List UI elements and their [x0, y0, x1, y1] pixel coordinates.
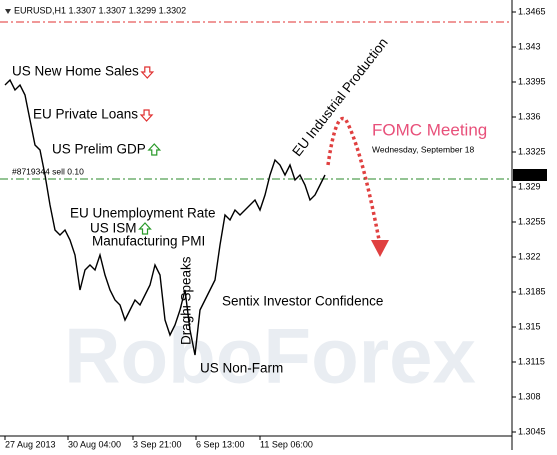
y-tick-label: 1.3465: [518, 6, 546, 16]
annotation: Manufacturing PMI: [92, 234, 205, 249]
y-tick-label: 1.322: [518, 251, 541, 261]
event-subtitle: Wednesday, September 18: [372, 144, 474, 154]
watermark: RoboForex: [64, 312, 476, 400]
event-title: FOMC Meeting: [372, 120, 487, 139]
annotation: EU Unemployment Rate: [70, 206, 216, 221]
y-tick-label: 1.3395: [518, 76, 546, 86]
y-tick-label: 1.3255: [518, 216, 546, 226]
annotation: US Non-Farm: [200, 361, 283, 376]
annotation: Sentix Investor Confidence: [222, 294, 383, 309]
x-tick-label: 6 Sep 13:00: [196, 439, 245, 449]
annotation: US ISM: [90, 221, 137, 236]
header-icon: [5, 9, 11, 14]
annotation-arrow: [147, 143, 162, 156]
annotation: Draghi Speaks: [179, 256, 194, 345]
annotation-arrow: [140, 66, 155, 79]
annotation: EU Private Loans: [33, 107, 138, 122]
order-label: #8719344 sell 0.10: [12, 166, 84, 176]
x-tick-label: 30 Aug 04:00: [68, 439, 121, 449]
forecast-arrowhead: [371, 240, 389, 257]
price-line: [4, 78, 326, 356]
current-price-label: 1.3302: [517, 169, 545, 179]
y-tick-label: 1.3185: [518, 286, 546, 296]
y-tick-label: 1.3115: [518, 356, 545, 366]
y-tick-label: 1.308: [518, 391, 541, 401]
chart-title: EURUSD,H1 1.3307 1.3307 1.3299 1.3302: [14, 5, 186, 15]
y-tick-label: 1.343: [518, 41, 541, 51]
annotation: US New Home Sales: [12, 64, 139, 79]
current-price-box: [513, 169, 547, 181]
y-tick-label: 1.315: [518, 321, 541, 331]
x-tick-label: 3 Sep 21:00: [133, 439, 182, 449]
x-tick-label: 11 Sep 06:00: [260, 439, 313, 449]
y-tick-label: 1.336: [518, 111, 541, 121]
x-tick-label: 27 Aug 2013: [5, 439, 56, 449]
y-tick-label: 1.3325: [518, 146, 546, 156]
annotation-arrow: [138, 222, 152, 235]
forecast-arrow: [326, 116, 382, 246]
y-tick-label: 1.329: [518, 181, 541, 191]
annotation: US Prelim GDP: [52, 142, 146, 157]
y-tick-label: 1.3045: [518, 426, 546, 436]
annotation-arrow: [139, 109, 154, 122]
